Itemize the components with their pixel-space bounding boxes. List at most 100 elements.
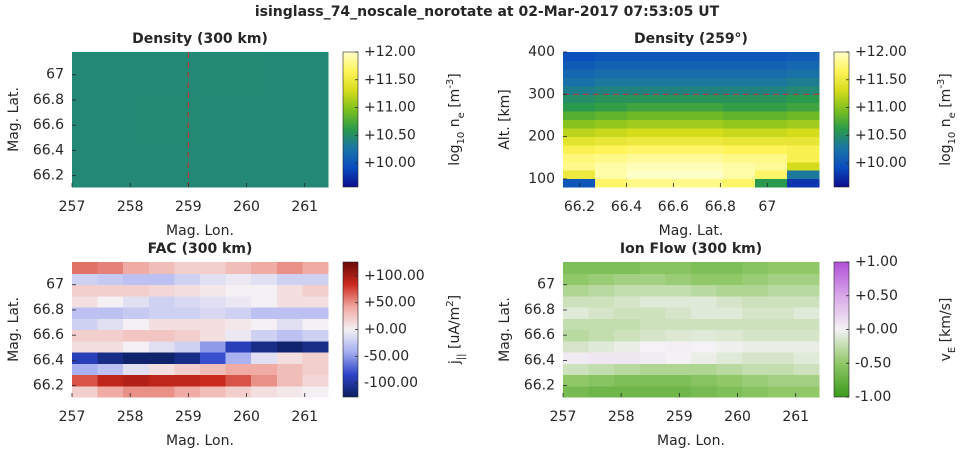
heatmap-cell (588, 385, 615, 398)
heatmap-cell (72, 262, 99, 274)
x-axis-label: Mag. Lon. (166, 433, 234, 449)
heatmap-cell (659, 77, 692, 87)
heatmap-cell (627, 178, 660, 188)
colorbar-tick-label: +11.00 (364, 100, 416, 116)
heatmap-cell (563, 161, 596, 171)
heatmap-cell (588, 374, 615, 387)
heatmap-cell (723, 161, 756, 171)
x-axis-label: Mag. Lat. (659, 223, 724, 239)
heatmap-cell (665, 329, 692, 342)
heatmap-cell (691, 352, 718, 364)
heatmap-cell (691, 363, 718, 376)
heatmap-cell (665, 273, 692, 286)
heatmap-cell (691, 111, 724, 121)
heatmap-cell (665, 385, 692, 398)
heatmap-cell (588, 340, 615, 353)
heatmap-cell (225, 318, 252, 331)
colorbar-tick-label: -50.00 (364, 348, 409, 364)
heatmap-cell (200, 352, 227, 364)
heatmap-cell (627, 60, 660, 70)
heatmap-cell (148, 284, 175, 297)
heatmap-cell (793, 352, 820, 364)
heatmap-cell (302, 262, 329, 274)
heatmap-cell (251, 329, 278, 342)
heatmap-cell (148, 385, 175, 398)
heatmap-cell (767, 295, 794, 308)
heatmap-cell (302, 352, 329, 364)
heatmap-cell (767, 385, 794, 398)
heatmap-cell (251, 340, 278, 353)
heatmap-cell (97, 284, 124, 297)
heatmap-cell (659, 111, 692, 121)
heatmap-cell (563, 153, 596, 163)
heatmap-cell (123, 273, 150, 286)
heatmap-cell (148, 273, 175, 286)
y-axis-label: Mag. Lat. (6, 297, 22, 362)
heatmap-cell (639, 284, 666, 297)
heatmap-cell (72, 295, 99, 308)
heatmap-cell (595, 85, 628, 95)
heatmap-cell (755, 60, 788, 70)
heatmap-cell (755, 77, 788, 87)
heatmap-cell (136, 97, 201, 143)
heatmap-cell (755, 111, 788, 121)
heatmap-cell (614, 307, 641, 319)
heatmap-cell (251, 318, 278, 331)
y-tick-label: 67 (46, 277, 64, 293)
heatmap-cell (665, 284, 692, 297)
heatmap-cell (225, 385, 252, 398)
heatmap-cell (793, 385, 820, 398)
x-tick-label: 66.8 (705, 199, 736, 215)
heatmap-cell (723, 170, 756, 180)
heatmap-cell (639, 329, 666, 342)
heatmap-cell (659, 144, 692, 154)
heatmap-cell (563, 262, 590, 274)
heatmap-cell (225, 374, 252, 387)
heatmap-cell (588, 262, 615, 274)
heatmap-cell (627, 119, 660, 129)
heatmap-cell (787, 119, 820, 129)
heatmap-cell (691, 262, 718, 274)
heatmap-cell (97, 329, 124, 342)
heatmap-cell (639, 273, 666, 286)
colorbar-label-part: 2 (445, 300, 456, 306)
figure-title: isinglass_74_noscale_norotate at 02-Mar-… (255, 4, 720, 20)
heatmap-cell (723, 77, 756, 87)
heatmap-cell (742, 284, 769, 297)
heatmap-cell (595, 60, 628, 70)
heatmap-cell (200, 52, 265, 98)
x-tick-label: 66.2 (564, 199, 595, 215)
heatmap-cell (793, 295, 820, 308)
heatmap-cell (767, 307, 794, 319)
heatmap-cell (148, 295, 175, 308)
heatmap-cell (639, 318, 666, 331)
heatmap-cell (614, 363, 641, 376)
heatmap-cell (659, 102, 692, 112)
colorbar-label-part: -3 (445, 79, 456, 89)
y-tick-label: 66.6 (33, 117, 64, 133)
heatmap-cell (691, 77, 724, 87)
heatmap-cell (225, 340, 252, 353)
heatmap-cell (787, 144, 820, 154)
heatmap-cell (659, 161, 692, 171)
heatmap-cell (563, 352, 590, 364)
heatmap-cell (755, 85, 788, 95)
colorbar-tick-label: -1.00 (855, 389, 891, 405)
heatmap-cell (302, 307, 329, 319)
heatmap-cell (174, 329, 201, 342)
heatmap-cell (627, 85, 660, 95)
heatmap-cell (563, 60, 596, 70)
heatmap-cell (72, 307, 99, 319)
heatmap-cell (588, 295, 615, 308)
x-tick-label: 261 (291, 199, 318, 215)
colorbar-label-part: -3 (936, 79, 947, 89)
colorbar-tick-label: +10.00 (855, 155, 907, 171)
heatmap-cell (659, 60, 692, 70)
x-axis-label: Mag. Lon. (166, 223, 234, 239)
y-tick-label: 300 (528, 86, 555, 102)
heatmap-cell (639, 385, 666, 398)
heatmap-cell (691, 94, 724, 104)
heatmap-cell (276, 273, 303, 286)
heatmap-cell (251, 374, 278, 387)
heatmap-cell (627, 161, 660, 171)
